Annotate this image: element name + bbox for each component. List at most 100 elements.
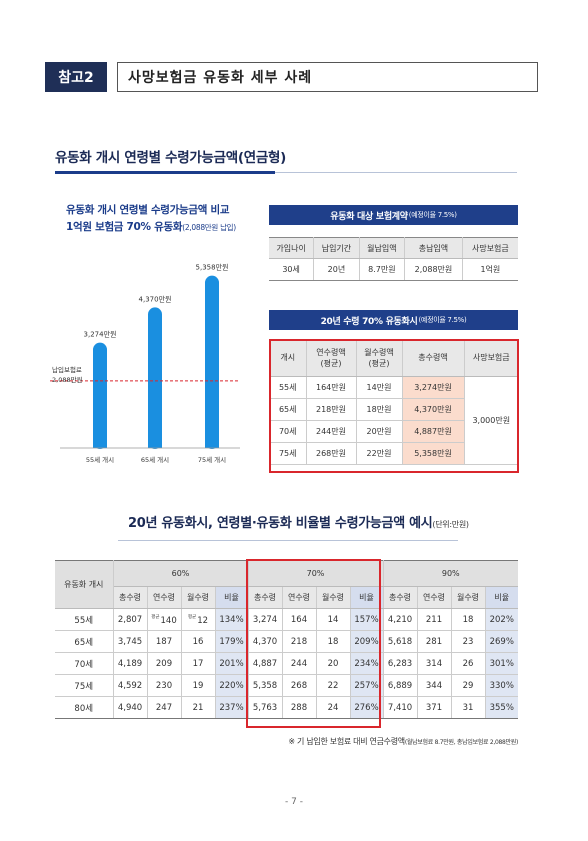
average-superscript: 평균 <box>151 614 160 620</box>
header-title: 사망보험금 유동화 세부 사례 <box>117 62 538 92</box>
ratio-cell: 234% <box>350 652 384 675</box>
x-tick-label: 65세 개시 <box>141 455 169 464</box>
value-cell: 4,592 <box>113 674 148 697</box>
value-cell: 21 <box>181 696 216 719</box>
value-cell: 288 <box>282 696 317 719</box>
table-row: 55세 164만원 14만원 3,274만원 3,000만원 <box>270 376 518 465</box>
table1-header: 총납입액 <box>404 237 463 259</box>
table-row: 75세 268만원 22만원 5,358만원 <box>270 442 518 465</box>
ratio-cell: 237% <box>215 696 249 719</box>
death-benefit-cell: 3,000만원 <box>464 376 518 465</box>
group-header-90: 90% <box>383 560 518 587</box>
table1-title-main: 유동화 대상 보험계약 <box>330 211 408 222</box>
example-table: 유동화 개시 60% 70% 90% 총수령 연수령 월수령 비율 총수령 연수… <box>55 560 518 719</box>
cell-value: 140 <box>160 615 177 626</box>
table2-cell: 22만원 <box>356 442 403 465</box>
table-row: 65세 218만원 18만원 4,370만원 <box>270 398 518 421</box>
bar-value-label: 4,370만원 <box>139 294 172 303</box>
ratio-cell: 209% <box>350 630 384 653</box>
bar-1 <box>93 342 107 449</box>
ratio-cell: 276% <box>350 696 384 719</box>
value-cell: 3,745 <box>113 630 148 653</box>
value-cell: 268 <box>282 674 317 697</box>
table-row: 80세 4,940 247 21 237% 5,763 288 24 276% 7,410 371 3… <box>55 696 518 719</box>
bar-base-1 <box>93 440 107 448</box>
value-cell: 218 <box>282 630 317 653</box>
table-row: 70세 4,189 209 17 201% 4,887 244 20 234% 6,283 314 2… <box>55 652 518 675</box>
table2-title-note: (예정이율 7.5%) <box>418 316 467 324</box>
table1-header: 납입기간 <box>313 237 360 259</box>
bar-base-2 <box>148 440 162 448</box>
bar-value-label: 5,358만원 <box>196 263 229 272</box>
table2-cell: 268만원 <box>306 442 357 465</box>
table2-cell: 164만원 <box>306 376 357 399</box>
footnote-main: ※ 기 납입한 보험료 대비 연금수령액 <box>288 737 405 746</box>
subheader: 비율 <box>350 586 384 609</box>
value-cell: 22 <box>316 674 351 697</box>
average-superscript: 평균 <box>187 614 197 620</box>
table2-cell: 65세 <box>270 398 307 421</box>
value-cell: 7,410 <box>383 696 418 719</box>
row-header: 유동화 개시 <box>55 560 114 609</box>
group-header-60: 60% <box>113 560 249 587</box>
value-cell: 5,763 <box>248 696 283 719</box>
reference-label-line2: 2,088만원 <box>52 375 83 384</box>
footnote-note: (월납보험료 8.7만원, 총납입보험료 2,088만원) <box>404 739 518 746</box>
subheader: 비율 <box>215 586 249 609</box>
value-cell: 평균140 <box>147 608 182 631</box>
cell-value: 12 <box>197 615 209 626</box>
bar-base-3 <box>205 440 219 448</box>
example-table-title-note: (단위:만원) <box>432 520 469 529</box>
table2-cell-total: 4,370만원 <box>402 398 465 421</box>
bar-2 <box>148 307 162 449</box>
bar-value-label: 3,274만원 <box>84 330 117 339</box>
value-cell: 23 <box>451 630 486 653</box>
group-header-70: 70% <box>248 560 384 587</box>
value-cell: 24 <box>316 696 351 719</box>
page-number: - 7 - <box>285 797 303 807</box>
example-table-title-main: 20년 유동화시, 연령별·유동화 비율별 수령가능금액 예시 <box>128 516 433 531</box>
age-cell: 65세 <box>55 630 114 653</box>
chart-subtitle: 1억원 보험금 70% 유동화(2,088만원 납입) <box>66 219 236 234</box>
table2-header: 연수령액 (평균) <box>306 340 357 377</box>
subheader: 연수령 <box>147 586 182 609</box>
table2-header: 개시 <box>270 340 307 377</box>
table1-cell: 2,088만원 <box>404 258 463 281</box>
bars-layer: 3,274만원 4,370만원 5,358만원 <box>84 263 229 449</box>
table2-cell: 14만원 <box>356 376 403 399</box>
value-cell: 31 <box>451 696 486 719</box>
liquidation-table: 개시 연수령액 (평균) 월수령액 (평균) 총수령액 사망보험금 55세 164만… <box>270 340 518 465</box>
bar-3 <box>205 275 219 449</box>
age-cell: 80세 <box>55 696 114 719</box>
ratio-cell: 202% <box>485 608 518 631</box>
table1-title: 유동화 대상 보험계약 (예정이율 7.5%) <box>269 205 518 225</box>
example-table-title: 20년 유동화시, 연령별·유동화 비율별 수령가능금액 예시(단위:만원) <box>128 512 469 531</box>
chart-title: 유동화 개시 연령별 수령가능금액 비교 <box>66 204 230 216</box>
table-row: 75세 4,592 230 19 220% 5,358 268 22 257% 6,889 344 2… <box>55 674 518 697</box>
value-cell: 3,274 <box>248 608 283 631</box>
value-cell: 4,940 <box>113 696 148 719</box>
value-cell: 4,210 <box>383 608 418 631</box>
ratio-cell: 355% <box>485 696 518 719</box>
table1-header: 사망보험금 <box>462 237 518 259</box>
subheader: 연수령 <box>282 586 317 609</box>
table1-cell: 20년 <box>313 258 360 281</box>
value-cell: 4,189 <box>113 652 148 675</box>
table1-cell: 1억원 <box>462 258 518 281</box>
table1-cell: 8.7만원 <box>359 258 406 281</box>
ratio-cell: 179% <box>215 630 249 653</box>
subheader: 비율 <box>485 586 518 609</box>
table2-cell: 244만원 <box>306 420 357 443</box>
value-cell: 18 <box>451 608 486 631</box>
chart-subtitle-main: 1억원 보험금 70% 유동화 <box>66 221 183 233</box>
value-cell: 371 <box>417 696 452 719</box>
subheader: 월수령 <box>316 586 351 609</box>
table1-cell: 30세 <box>269 258 315 281</box>
subheader: 월수령 <box>181 586 216 609</box>
x-labels-layer: 55세 개시 65세 개시 75세 개시 <box>86 455 226 464</box>
table2-cell: 55세 <box>270 376 307 399</box>
ratio-cell: 269% <box>485 630 518 653</box>
footnote: ※ 기 납입한 보험료 대비 연금수령액(월납보험료 8.7만원, 총납입보험료… <box>288 736 518 747</box>
ratio-cell: 201% <box>215 652 249 675</box>
bar-chart: 3,274만원 4,370만원 5,358만원 납입보험료 2,088만원 55세 … <box>50 263 240 464</box>
